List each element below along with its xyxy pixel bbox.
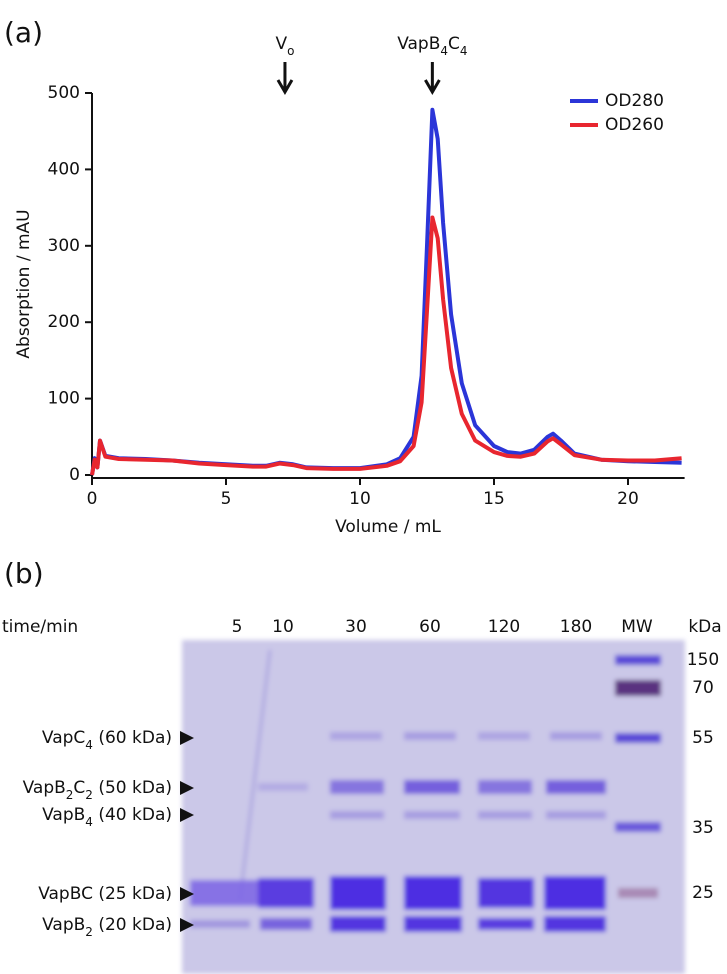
lane-label: 5 bbox=[232, 617, 243, 637]
annotation-part: C bbox=[448, 34, 460, 54]
band-label: VapB4 (40 kDa) bbox=[42, 805, 172, 829]
marker-label: 55 bbox=[692, 728, 714, 748]
band-arrow bbox=[180, 918, 194, 932]
lane-label: MW bbox=[621, 617, 653, 637]
annotation-part: 4 bbox=[460, 44, 468, 58]
x-tick-label: 20 bbox=[617, 489, 639, 509]
band-label-part: 2 bbox=[85, 788, 93, 802]
band-label-part: 4 bbox=[85, 738, 93, 752]
band-label: VapC4 (60 kDa) bbox=[42, 728, 172, 752]
lane-label: 180 bbox=[560, 617, 592, 637]
band-label-part: (20 kDa) bbox=[93, 915, 172, 935]
annotation-part: o bbox=[287, 44, 294, 58]
x-axis-label: Volume / mL bbox=[335, 517, 441, 537]
lane-label: 60 bbox=[419, 617, 441, 637]
band-label-part: VapB bbox=[23, 778, 66, 798]
annotation-part: V bbox=[275, 34, 287, 54]
band-label-part: (40 kDa) bbox=[93, 805, 172, 825]
y-tick-label: 300 bbox=[48, 236, 80, 256]
panel-label: (b) bbox=[4, 557, 44, 590]
band-label-part: C bbox=[73, 778, 85, 798]
marker-label: 25 bbox=[692, 883, 714, 903]
lane-label: 10 bbox=[272, 617, 294, 637]
annotation-arrow bbox=[276, 62, 294, 95]
panel-label: (a) bbox=[4, 16, 43, 49]
marker-label: 70 bbox=[692, 678, 714, 698]
x-tick-label: 0 bbox=[87, 489, 98, 509]
lane-header: time/min bbox=[2, 617, 78, 637]
band-label-part: (60 kDa) bbox=[93, 728, 172, 748]
line-series bbox=[90, 107, 682, 476]
x-tick-label: 5 bbox=[221, 489, 232, 509]
line-series bbox=[90, 215, 682, 476]
annotation-arrow bbox=[424, 62, 441, 95]
legend-label: OD260 bbox=[605, 115, 664, 135]
annotation: VapB4C4 bbox=[397, 34, 467, 58]
band-label-part: (50 kDa) bbox=[93, 778, 172, 798]
band-arrow bbox=[180, 887, 194, 901]
y-tick-label: 0 bbox=[69, 465, 80, 485]
y-tick-label: 200 bbox=[48, 312, 80, 332]
y-tick-label: 400 bbox=[48, 159, 80, 179]
band-label-part: 4 bbox=[85, 815, 93, 829]
band-label-part: VapB bbox=[42, 915, 85, 935]
band-arrow bbox=[180, 781, 194, 795]
band-label-part: 2 bbox=[66, 788, 74, 802]
band-label-part: 2 bbox=[85, 925, 93, 939]
gel-image bbox=[182, 640, 685, 974]
x-tick-label: 15 bbox=[483, 489, 505, 509]
marker-label: 35 bbox=[692, 818, 714, 838]
y-tick-label: 100 bbox=[48, 389, 80, 409]
marker-label: 150 bbox=[687, 650, 719, 670]
band-label: VapBC (25 kDa) bbox=[38, 884, 172, 904]
legend-label: OD280 bbox=[605, 91, 664, 111]
y-tick-label: 500 bbox=[48, 83, 80, 103]
band-label: VapB2C2 (50 kDa) bbox=[23, 778, 172, 802]
band-label-part: VapBC (25 kDa) bbox=[38, 884, 172, 904]
band-label-part: VapB bbox=[42, 805, 85, 825]
band-arrow bbox=[180, 808, 194, 822]
y-axis-label: Absorption / mAU bbox=[14, 209, 34, 358]
band-label: VapB2 (20 kDa) bbox=[42, 915, 172, 939]
band-label-part: VapC bbox=[42, 728, 85, 748]
lane-label: 30 bbox=[345, 617, 367, 637]
lane-label: 120 bbox=[488, 617, 520, 637]
annotation-part: 4 bbox=[440, 44, 448, 58]
x-tick-label: 10 bbox=[349, 489, 371, 509]
annotation-part: VapB bbox=[397, 34, 440, 54]
annotation: Vo bbox=[275, 34, 294, 58]
band-arrow bbox=[180, 731, 194, 745]
unit-label: kDa bbox=[688, 617, 721, 637]
axes bbox=[91, 93, 685, 479]
